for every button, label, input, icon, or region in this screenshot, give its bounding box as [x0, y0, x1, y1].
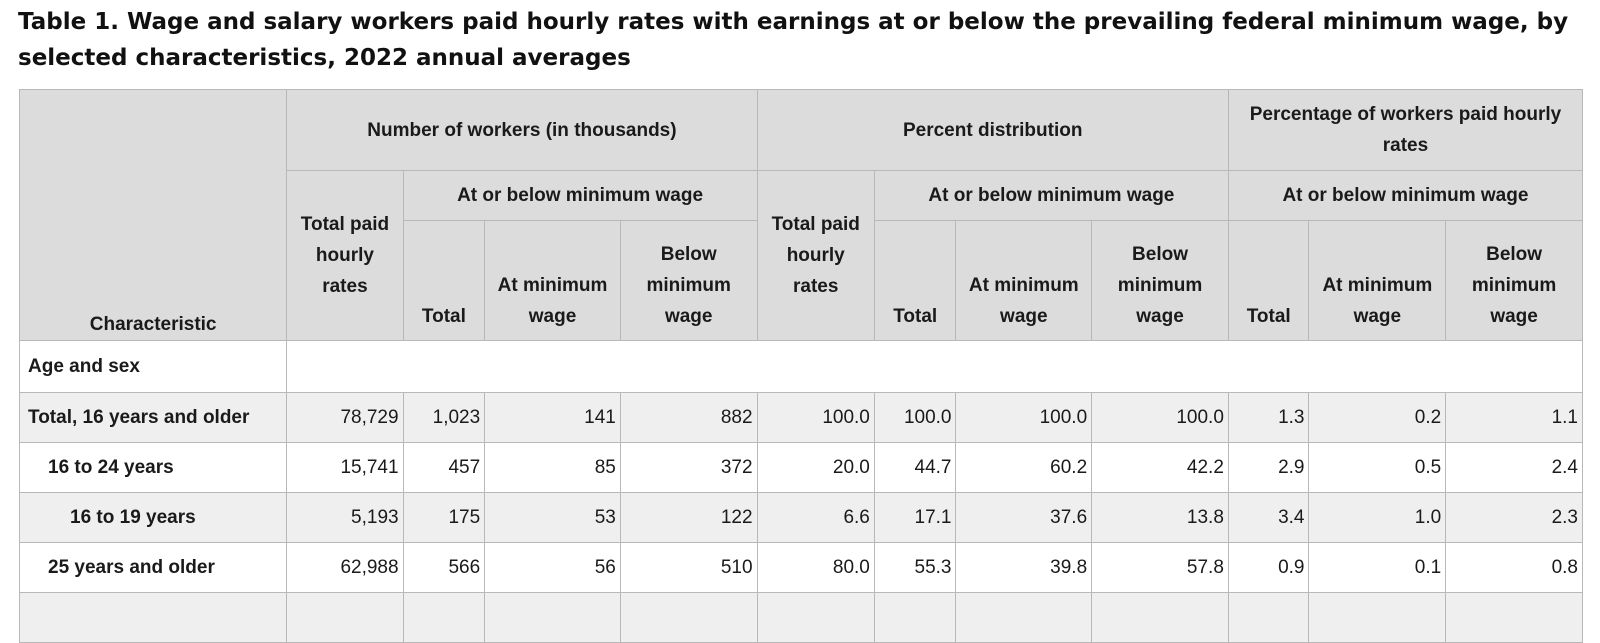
header-below-minimum-wage: Below minimum wage: [619, 220, 758, 341]
table-cell: [1308, 592, 1447, 643]
table-cell: 100.0: [756, 392, 875, 443]
header-at-or-below-minimum-wage: At or below minimum wage: [402, 170, 758, 221]
header-at-or-below-minimum-wage: At or below minimum wage: [1227, 170, 1584, 221]
header-at-or-below-minimum-wage: At or below minimum wage: [873, 170, 1229, 221]
section-row: Age and sex: [18, 340, 1583, 393]
table-cell: 1.3: [1227, 392, 1310, 443]
table-cell: 2.9: [1227, 442, 1310, 493]
header-total: Total: [1227, 220, 1310, 341]
header-total: Total: [402, 220, 486, 341]
header-total-paid-hourly-rates: Total paid hourly rates: [756, 170, 875, 341]
table-title: Table 1. Wage and salary workers paid ho…: [18, 9, 1569, 71]
table-cell: [619, 592, 758, 643]
table-cell: 53: [484, 492, 621, 543]
table-cell: 372: [619, 442, 758, 493]
table-cell: [402, 592, 486, 643]
table-cell: 0.5: [1308, 442, 1447, 493]
table-row: Total, 16 years and older 78,729 1,023 1…: [18, 392, 1583, 443]
row-label: 25 years and older: [18, 542, 288, 593]
table-row: 25 years and older 62,988 566 56 510 80.…: [18, 542, 1583, 593]
row-label: 16 to 19 years: [18, 492, 288, 543]
table-cell: 0.9: [1227, 542, 1310, 593]
table-cell: 1,023: [402, 392, 486, 443]
header-below-minimum-wage: Below minimum wage: [1091, 220, 1229, 341]
section-label: Age and sex: [18, 340, 288, 393]
table-cell: [873, 592, 957, 643]
section-spacer: [286, 340, 1583, 393]
table-cell: 80.0: [756, 542, 875, 593]
table-cell: 20.0: [756, 442, 875, 493]
table-cell: 57.8: [1091, 542, 1229, 593]
table-cell: 141: [484, 392, 621, 443]
table-cell: 62,988: [286, 542, 404, 593]
table-cell: 85: [484, 442, 621, 493]
table-cell: 0.8: [1445, 542, 1583, 593]
table-cell: 5,193: [286, 492, 404, 543]
table-row: [18, 592, 1583, 643]
table-row: 16 to 24 years 15,741 457 85 372 20.0 44…: [18, 442, 1583, 493]
header-characteristic: Characteristic: [18, 89, 288, 341]
header-at-minimum-wage: At minimum wage: [1308, 220, 1447, 341]
data-table: Characteristic Number of workers (in tho…: [18, 89, 1584, 643]
header-total-paid-hourly-rates: Total paid hourly rates: [286, 170, 404, 341]
table-cell: 78,729: [286, 392, 404, 443]
table-cell: 56: [484, 542, 621, 593]
table-cell: 2.4: [1445, 442, 1583, 493]
header-group-number-of-workers: Number of workers (in thousands): [286, 89, 758, 171]
table-cell: 42.2: [1091, 442, 1229, 493]
table-cell: [484, 592, 621, 643]
table-cell: [756, 592, 875, 643]
table-cell: 175: [402, 492, 486, 543]
table-cell: 44.7: [873, 442, 957, 493]
table-cell: 3.4: [1227, 492, 1310, 543]
table-cell: [1445, 592, 1583, 643]
table-cell: 39.8: [955, 542, 1093, 593]
header-below-minimum-wage: Below minimum wage: [1445, 220, 1583, 341]
table-cell: [1227, 592, 1310, 643]
table-cell: 122: [619, 492, 758, 543]
table-cell: 0.1: [1308, 542, 1447, 593]
table-cell: 100.0: [1091, 392, 1229, 443]
table-cell: 55.3: [873, 542, 957, 593]
table-cell: 17.1: [873, 492, 957, 543]
table-cell: 37.6: [955, 492, 1093, 543]
row-label: [18, 592, 288, 643]
table-cell: 0.2: [1308, 392, 1447, 443]
table-cell: 1.1: [1445, 392, 1583, 443]
table-cell: 100.0: [955, 392, 1093, 443]
table-cell: 457: [402, 442, 486, 493]
table-cell: 13.8: [1091, 492, 1229, 543]
header-group-percent-distribution: Percent distribution: [756, 89, 1229, 171]
row-label: 16 to 24 years: [18, 442, 288, 493]
table-cell: [955, 592, 1093, 643]
table-cell: 100.0: [873, 392, 957, 443]
table-cell: 6.6: [756, 492, 875, 543]
table-cell: [1091, 592, 1229, 643]
header-at-minimum-wage: At minimum wage: [955, 220, 1093, 341]
row-label: Total, 16 years and older: [18, 392, 288, 443]
table-cell: [286, 592, 404, 643]
table-cell: 510: [619, 542, 758, 593]
table-cell: 1.0: [1308, 492, 1447, 543]
table-row: 16 to 19 years 5,193 175 53 122 6.6 17.1…: [18, 492, 1583, 543]
table-cell: 60.2: [955, 442, 1093, 493]
table-cell: 882: [619, 392, 758, 443]
header-total: Total: [873, 220, 957, 341]
header-group-percentage-of-workers: Percentage of workers paid hourly rates: [1227, 89, 1584, 171]
header-at-minimum-wage: At minimum wage: [484, 220, 621, 341]
table-cell: 566: [402, 542, 486, 593]
table-cell: 2.3: [1445, 492, 1583, 543]
table-cell: 15,741: [286, 442, 404, 493]
